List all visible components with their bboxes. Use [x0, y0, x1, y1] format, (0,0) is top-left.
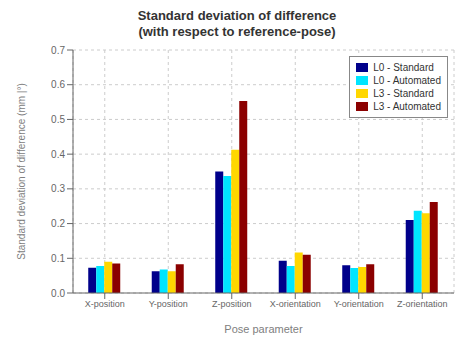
svg-text:0.6: 0.6	[51, 79, 65, 90]
svg-text:X-position: X-position	[85, 299, 125, 309]
svg-text:Pose parameter: Pose parameter	[224, 323, 303, 335]
svg-text:X-orientation: X-orientation	[270, 299, 321, 309]
svg-text:Y-position: Y-position	[149, 299, 188, 309]
html-text:L3 - Automated: L3 - Automated	[373, 101, 441, 112]
svg-text:0.5: 0.5	[51, 114, 65, 125]
svg-text:Y-orientation: Y-orientation	[334, 299, 384, 309]
html-text:(with respect to reference-pos: (with respect to reference-pose)	[138, 24, 336, 39]
svg-text:0.1: 0.1	[51, 253, 65, 264]
svg-text:0.0: 0.0	[51, 288, 65, 299]
svg-text:Z-orientation: Z-orientation	[397, 299, 448, 309]
svg-text:0.2: 0.2	[51, 218, 65, 229]
html-text:L0 - Standard: L0 - Standard	[373, 62, 434, 73]
html-text:L0 - Automated: L0 - Automated	[373, 75, 441, 86]
svg-text:0.7: 0.7	[51, 45, 65, 56]
html-text:Standard deviation of differen: Standard deviation of difference	[137, 8, 337, 23]
svg-text:0.4: 0.4	[51, 149, 65, 160]
svg-text:0.3: 0.3	[51, 183, 65, 194]
svg-text:Z-position: Z-position	[212, 299, 252, 309]
html-text:L3 - Standard: L3 - Standard	[373, 88, 434, 99]
svg-text:Standard deviation of differen: Standard deviation of difference (mm |°)	[16, 83, 27, 260]
